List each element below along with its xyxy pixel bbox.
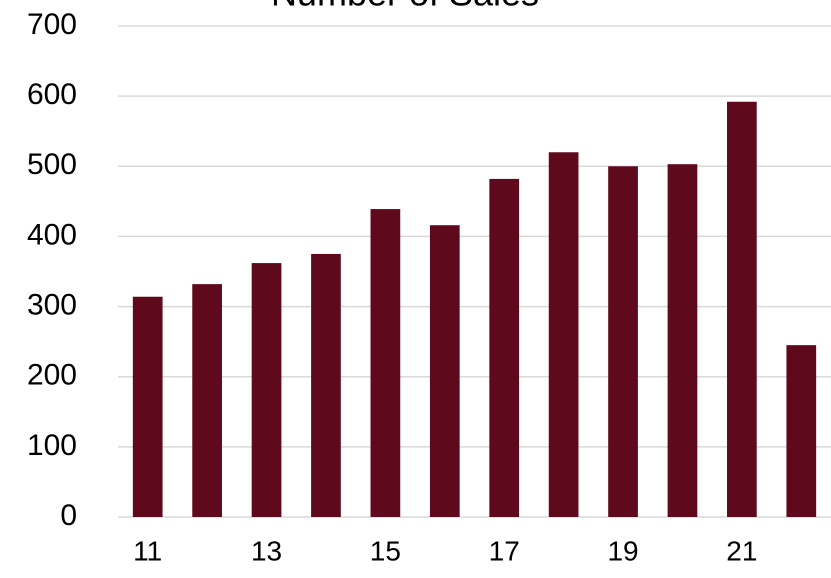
chart-title: Number of Sales	[271, 0, 539, 14]
y-tick-label: 0	[60, 499, 77, 532]
x-tick-label: 17	[489, 535, 520, 566]
bar	[489, 178, 520, 517]
x-tick-label: 15	[370, 535, 401, 566]
bar	[370, 209, 401, 517]
y-tick-label: 100	[27, 429, 77, 462]
bar	[548, 152, 579, 517]
bar	[251, 263, 282, 517]
y-tick-label: 300	[27, 288, 77, 321]
y-tick-label: 600	[27, 78, 77, 111]
bar	[786, 345, 817, 517]
x-tick-label: 19	[607, 535, 638, 566]
bar	[311, 253, 341, 517]
y-tick-label: 200	[27, 359, 77, 392]
bar	[727, 101, 757, 518]
y-tick-label: 500	[27, 148, 77, 181]
x-tick-label: 21	[726, 535, 757, 566]
x-tick-label: 11	[133, 535, 162, 566]
x-tick-label: 13	[251, 535, 282, 566]
bar	[429, 225, 460, 517]
y-tick-label: 700	[27, 8, 77, 41]
y-tick-label: 400	[27, 218, 77, 251]
bar	[667, 164, 698, 517]
bar	[192, 284, 222, 517]
bar	[608, 166, 638, 518]
bar	[132, 296, 163, 517]
